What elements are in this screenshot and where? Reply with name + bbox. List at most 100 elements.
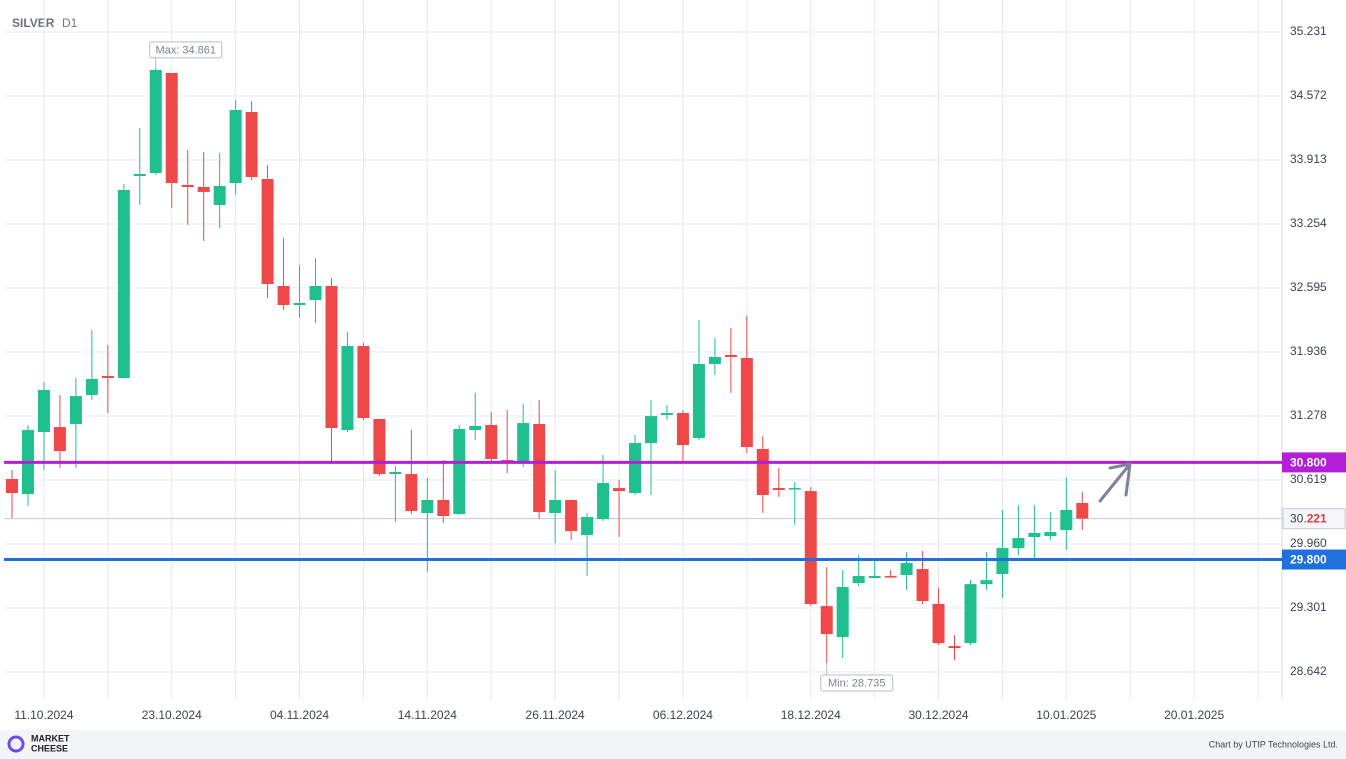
candle-body (533, 424, 546, 513)
current-price-accent: 221 (1307, 512, 1327, 526)
current-price-main: 30. (1290, 512, 1307, 526)
candle-body (724, 354, 737, 357)
y-tick-label: 28.642 (1290, 664, 1327, 678)
candle-body (676, 413, 689, 446)
level-label: 30.800 (1290, 456, 1327, 470)
candle-body (613, 488, 626, 492)
y-tick-label: 31.278 (1290, 408, 1327, 422)
candle-body (644, 416, 657, 444)
y-tick-label: 31.936 (1290, 344, 1327, 358)
chart-title: SILVER (12, 16, 55, 30)
x-tick-label: 10.01.2025 (1036, 708, 1096, 722)
candle-body (85, 379, 98, 395)
candle-body (804, 491, 817, 605)
candle-body (1012, 538, 1025, 549)
x-tick-label: 14.11.2024 (398, 708, 457, 722)
candle-body (437, 499, 450, 517)
x-tick-label: 30.12.2024 (909, 708, 969, 722)
candle-body (485, 424, 498, 459)
candle-body (309, 285, 322, 300)
footer-bar (0, 730, 1346, 759)
candle-body (229, 109, 242, 184)
candle-body (293, 302, 306, 306)
candle-body (181, 184, 194, 187)
candle-body (932, 604, 945, 644)
candle-body (149, 69, 162, 174)
current-price-label: 30.221 (1290, 512, 1327, 526)
level-label-box (1282, 549, 1346, 570)
candle-body (373, 418, 386, 475)
annotation-label: Max: 34.861 (155, 44, 216, 56)
annotation-box (820, 674, 894, 692)
annotation-box (149, 41, 223, 59)
x-tick-label: 06.12.2024 (653, 708, 713, 722)
candle-body (916, 569, 929, 602)
candle-body (389, 472, 402, 475)
candle-body (820, 606, 833, 635)
arrow (1098, 462, 1132, 503)
candle-body (245, 112, 258, 177)
candle-body (277, 285, 290, 306)
candle-body (325, 285, 338, 429)
candle-body (517, 423, 530, 463)
candle-body (69, 396, 82, 425)
candle-body (1028, 533, 1041, 537)
candle-body (1076, 502, 1089, 519)
candle-body (980, 580, 993, 585)
candle-body (900, 563, 913, 575)
logo-text: MARKET (31, 733, 70, 743)
candle-body (597, 482, 610, 520)
y-tick-label: 30.619 (1290, 472, 1327, 486)
candle-body (469, 425, 482, 431)
level-label: 29.800 (1290, 553, 1327, 567)
y-tick-label: 29.960 (1290, 536, 1327, 550)
x-tick-label: 23.10.2024 (142, 708, 202, 722)
x-tick-label: 11.10.2024 (14, 708, 73, 722)
x-tick-label: 18.12.2024 (781, 708, 841, 722)
candle-body (772, 488, 785, 490)
candle-body (692, 363, 705, 439)
logo-text: CHEESE (31, 743, 68, 753)
candle-body (101, 376, 114, 378)
candle-body (852, 576, 865, 584)
y-tick-label: 29.301 (1290, 600, 1327, 614)
candle-body (341, 346, 354, 431)
candle-body (405, 474, 418, 512)
y-tick-label: 34.572 (1290, 88, 1327, 102)
level-label-box (1282, 452, 1346, 473)
candle-body (708, 356, 721, 364)
candle-body (1060, 509, 1073, 531)
logo: MARKET CHEESE (7, 733, 70, 753)
candle-body (740, 357, 753, 448)
candle-body (5, 479, 18, 493)
candle-body (964, 584, 977, 644)
candle-body (117, 190, 130, 378)
y-tick-label: 33.913 (1290, 152, 1327, 166)
candle-body (565, 499, 578, 532)
candle-body (453, 428, 466, 515)
candle-body (836, 587, 849, 638)
candle-body (660, 413, 673, 415)
y-tick-label: 35.231 (1290, 24, 1327, 38)
current-price-box (1282, 508, 1346, 530)
candle-body (1044, 532, 1057, 537)
y-tick-label: 32.595 (1290, 280, 1327, 294)
candle-body (948, 646, 961, 649)
candle-body (213, 186, 226, 205)
candle-body (53, 427, 66, 452)
y-tick-label: 33.254 (1290, 216, 1327, 230)
x-tick-label: 04.11.2024 (270, 708, 329, 722)
candle-body (37, 390, 50, 432)
candle-body (884, 576, 897, 578)
candle-body (421, 499, 434, 514)
candle-body (788, 488, 801, 490)
credit: Chart by UTIP Technologies Ltd. (1209, 739, 1338, 749)
x-tick-label: 20.01.2025 (1164, 708, 1224, 722)
candle-body (996, 548, 1009, 575)
chart-subtitle: D1 (62, 16, 78, 30)
candle-body (629, 443, 642, 493)
candle-body (549, 499, 562, 514)
candle-body (756, 448, 769, 496)
